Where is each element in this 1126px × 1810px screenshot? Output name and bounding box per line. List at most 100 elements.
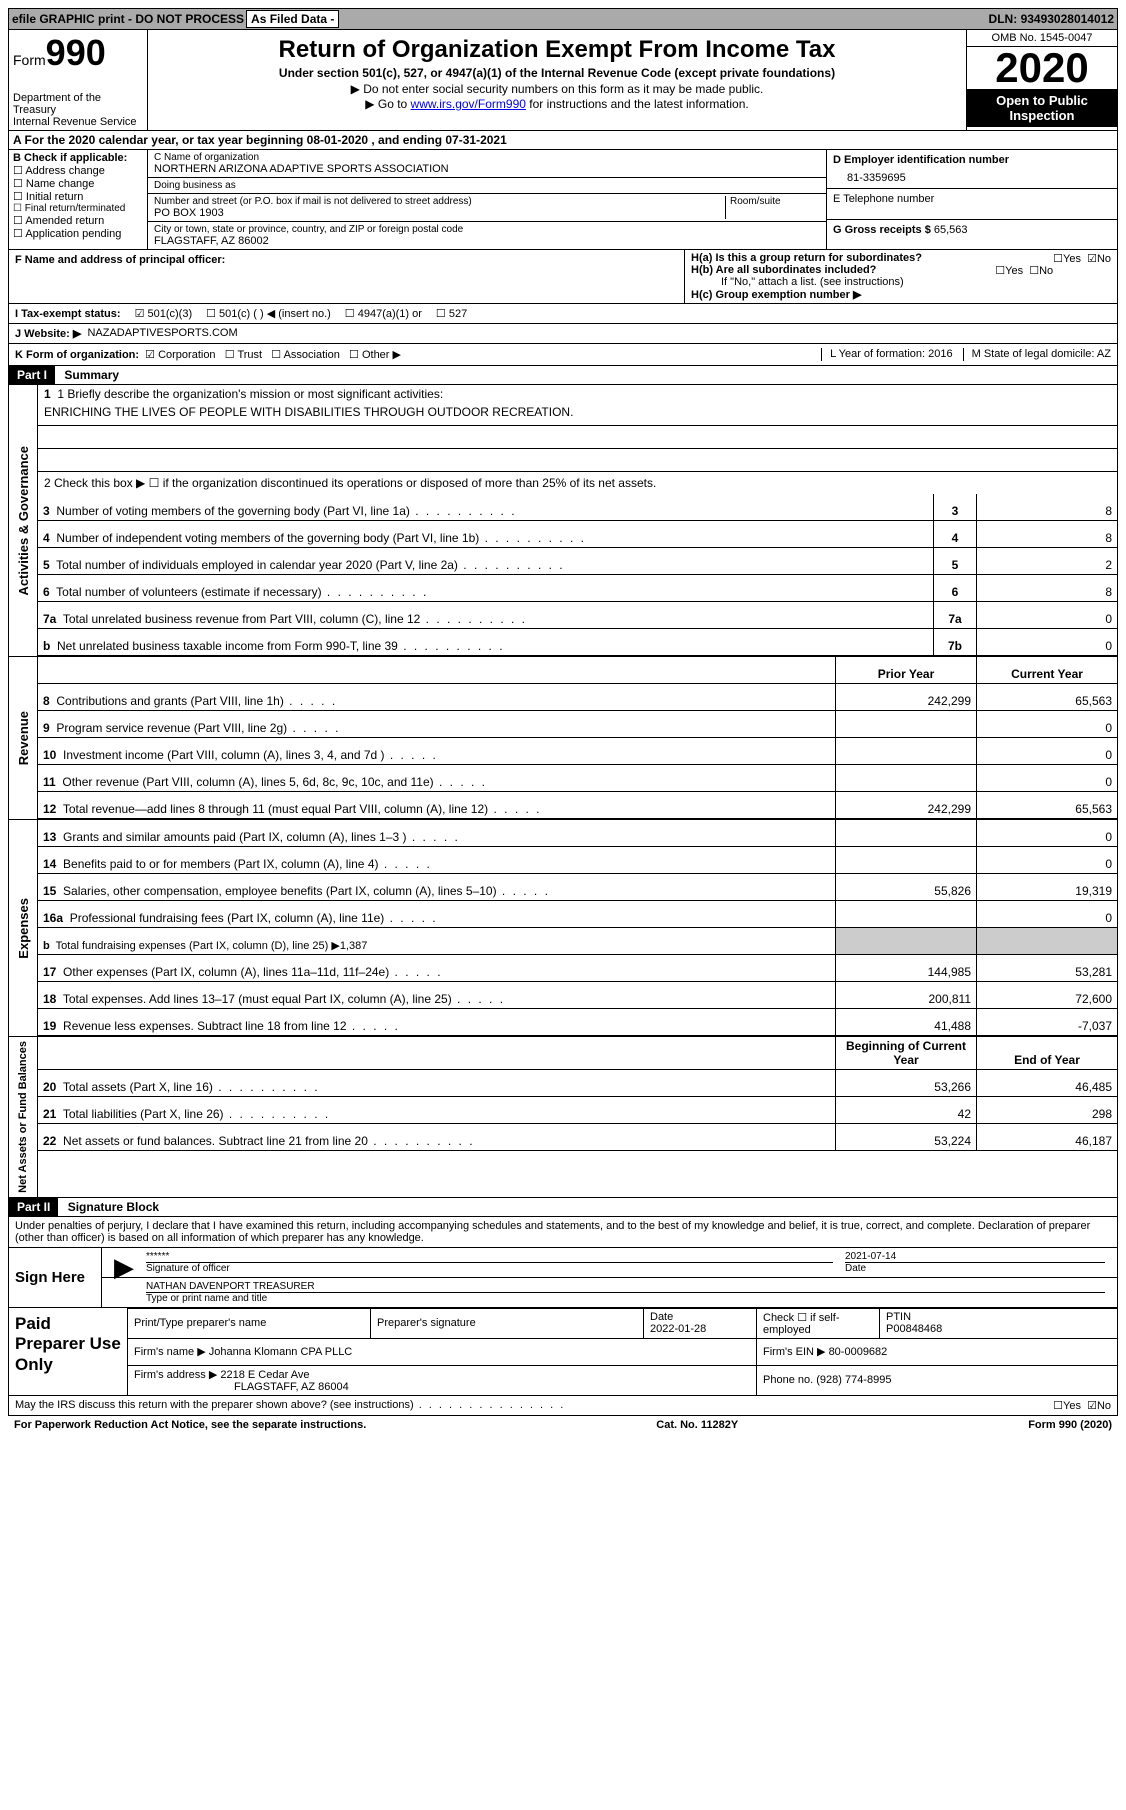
gov-row: 5 Total number of individuals employed i… [38,548,1117,575]
c-name-cell: C Name of organization NORTHERN ARIZONA … [148,150,826,178]
form-header-center: Return of Organization Exempt From Incom… [148,30,966,130]
d-ein-cell: D Employer identification number 81-3359… [827,150,1117,189]
side-expenses: Expenses [14,894,33,963]
tax-year: 2020 [967,47,1117,89]
officer-name: NATHAN DAVENPORT TREASURER [146,1281,1105,1292]
efile-label: efile GRAPHIC print - DO NOT PROCESS [12,12,244,26]
form-title: Return of Organization Exempt From Incom… [156,36,958,64]
preparer-section: Paid Preparer Use Only Print/Type prepar… [9,1307,1117,1395]
f-principal-officer: F Name and address of principal officer: [9,250,684,303]
sign-arrow-icon: ▶ [108,1259,140,1276]
section-i: I Tax-exempt status: ☑ 501(c)(3) ☐ 501(c… [8,304,1118,324]
section-b-block: B Check if applicable: Address change Na… [8,150,1118,250]
self-employed-check[interactable]: Check ☐ if self-employed [757,1308,880,1338]
block-net-assets: Net Assets or Fund Balances Beginning of… [8,1037,1118,1198]
gov-row: 3 Number of voting members of the govern… [38,494,1117,521]
net-row: 21 Total liabilities (Part X, line 26)42… [38,1097,1117,1124]
prep-date: 2022-01-28 [650,1323,706,1335]
revenue-row: 11 Other revenue (Part VIII, column (A),… [38,765,1117,792]
chk-name-change[interactable]: Name change [13,177,143,190]
section-j: J Website: ▶ NAZADAPTIVESPORTS.COM [8,324,1118,344]
expense-row: 13 Grants and similar amounts paid (Part… [38,820,1117,847]
line1-label: 1 1 Briefly describe the organization's … [38,385,1117,403]
city-cell: City or town, state or province, country… [148,222,826,249]
b-label: B Check if applicable: [13,152,143,164]
side-revenue: Revenue [14,707,33,769]
h-group-return: H(a) Is this a group return for subordin… [684,250,1117,303]
form-subtitle-2: Do not enter social security numbers on … [156,82,958,96]
expenses-table: 13 Grants and similar amounts paid (Part… [38,820,1117,1036]
expense-row: b Total fundraising expenses (Part IX, c… [38,928,1117,955]
irs-label: Internal Revenue Service [13,116,143,128]
expense-row: 15 Salaries, other compensation, employe… [38,874,1117,901]
efile-topbar: efile GRAPHIC print - DO NOT PROCESS As … [8,8,1118,30]
gov-table: 3 Number of voting members of the govern… [38,494,1117,656]
part-i-header: Part I Summary [8,366,1118,385]
chk-4947[interactable]: ☐ 4947(a)(1) or [345,307,422,320]
ptin: P00848468 [886,1323,942,1335]
cat-no: Cat. No. 11282Y [656,1419,738,1431]
gov-row: 4 Number of independent voting members o… [38,521,1117,548]
m-state: M State of legal domicile: AZ [963,348,1111,361]
open-to-public: Open to Public Inspection [967,89,1117,127]
firm-phone: (928) 774-8995 [816,1374,891,1386]
expense-row: 17 Other expenses (Part IX, column (A), … [38,955,1117,982]
paid-preparer-label: Paid Preparer Use Only [9,1308,127,1395]
revenue-row: 10 Investment income (Part VIII, column … [38,738,1117,765]
form-number: Form990 [13,32,143,74]
section-b-checkboxes: B Check if applicable: Address change Na… [9,150,148,249]
dept-treasury: Department of the Treasury [13,92,143,116]
discuss-row: May the IRS discuss this return with the… [8,1396,1118,1416]
chk-application-pending[interactable]: Application pending [13,227,143,240]
chk-501c[interactable]: ☐ 501(c) ( ) ◀ (insert no.) [206,307,331,320]
as-filed-segment: As Filed Data - [246,10,339,28]
perjury-text: Under penalties of perjury, I declare th… [9,1217,1117,1247]
side-net: Net Assets or Fund Balances [15,1037,31,1197]
chk-final-return[interactable]: Final return/terminated [13,203,143,214]
line2: 2 Check this box ▶ ☐ if the organization… [38,472,1117,494]
section-d-e-g: D Employer identification number 81-3359… [826,150,1117,249]
gov-row: 7a Total unrelated business revenue from… [38,602,1117,629]
revenue-table: Prior Year Current Year 8 Contributions … [38,657,1117,819]
signature-section: Under penalties of perjury, I declare th… [8,1217,1118,1396]
expense-row: 19 Revenue less expenses. Subtract line … [38,1009,1117,1036]
form-subtitle-1: Under section 501(c), 527, or 4947(a)(1)… [156,66,958,80]
expense-row: 14 Benefits paid to or for members (Part… [38,847,1117,874]
org-city: FLAGSTAFF, AZ 86002 [154,235,820,247]
irs-gov-link[interactable]: www.irs.gov/Form990 [411,97,526,111]
revenue-row: 9 Program service revenue (Part VIII, li… [38,711,1117,738]
chk-initial-return[interactable]: Initial return [13,190,143,203]
firm-ein: 80-0009682 [829,1346,888,1358]
section-k: K Form of organization: ☑ Corporation ☐ … [8,344,1118,366]
sign-date: 2021-07-14 [845,1251,1105,1262]
chk-amended-return[interactable]: Amended return [13,214,143,227]
section-c-block: C Name of organization NORTHERN ARIZONA … [148,150,826,249]
chk-501c3[interactable]: ☑ 501(c)(3) [135,307,193,320]
g-receipts-cell: G Gross receipts $ 65,563 [827,220,1117,250]
mission-text: ENRICHING THE LIVES OF PEOPLE WITH DISAB… [38,403,1117,426]
firm-addr2: FLAGSTAFF, AZ 86004 [134,1381,349,1393]
chk-address-change[interactable]: Address change [13,164,143,177]
firm-addr1: 2218 E Cedar Ave [220,1369,309,1381]
sign-here-label: Sign Here [9,1248,101,1307]
form-subtitle-3: ▶ Go to www.irs.gov/Form990 for instruct… [156,97,958,111]
section-f-h: F Name and address of principal officer:… [8,250,1118,304]
gross-receipts: 65,563 [934,224,968,236]
part-ii-header: Part II Signature Block [8,1198,1118,1217]
net-row: 22 Net assets or fund balances. Subtract… [38,1124,1117,1151]
block-governance: Activities & Governance 1 1 Briefly desc… [8,385,1118,657]
website-value: NAZADAPTIVESPORTS.COM [87,327,237,340]
expense-row: 18 Total expenses. Add lines 13–17 (must… [38,982,1117,1009]
net-table: Beginning of Current Year End of Year 20… [38,1037,1117,1151]
dba-cell: Doing business as [148,178,826,194]
e-phone-cell: E Telephone number [827,189,1117,220]
form-header: Form990 Department of the Treasury Inter… [8,30,1118,131]
chk-527[interactable]: ☐ 527 [436,307,467,320]
line-a: A For the 2020 calendar year, or tax yea… [8,131,1118,150]
gov-row: b Net unrelated business taxable income … [38,629,1117,656]
org-name: NORTHERN ARIZONA ADAPTIVE SPORTS ASSOCIA… [154,163,820,175]
form-header-left: Form990 Department of the Treasury Inter… [9,30,148,130]
gov-row: 6 Total number of volunteers (estimate i… [38,575,1117,602]
expense-row: 16a Professional fundraising fees (Part … [38,901,1117,928]
revenue-row: 8 Contributions and grants (Part VIII, l… [38,684,1117,711]
